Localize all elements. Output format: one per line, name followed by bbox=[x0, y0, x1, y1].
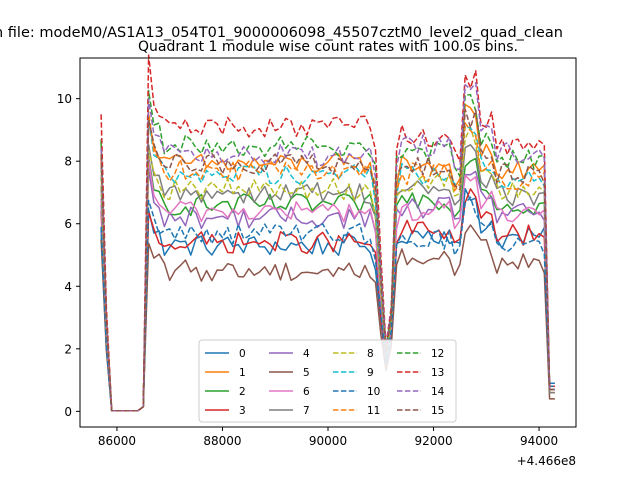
legend-label-6: 6 bbox=[303, 386, 310, 398]
series-line-0 bbox=[100, 187, 555, 412]
legend-label-15: 15 bbox=[431, 405, 444, 417]
legend-label-9: 9 bbox=[367, 367, 374, 379]
legend-box bbox=[198, 339, 457, 423]
x-tick-label: 86000 bbox=[98, 434, 136, 448]
legend-label-13: 13 bbox=[431, 367, 444, 379]
series-line-14 bbox=[100, 82, 555, 412]
x-tick-label: 88000 bbox=[203, 434, 241, 448]
legend-label-2: 2 bbox=[239, 386, 246, 398]
figure-suptitle: n file: modeM0/AS1A13_054T01_9000006098_… bbox=[0, 25, 563, 41]
series-line-10 bbox=[100, 196, 555, 412]
legend-label-1: 1 bbox=[239, 367, 246, 379]
legend-label-3: 3 bbox=[239, 405, 246, 417]
legend-label-11: 11 bbox=[367, 405, 380, 417]
y-tick-label: 4 bbox=[64, 280, 72, 294]
series-line-5 bbox=[100, 224, 555, 412]
series-line-4 bbox=[100, 168, 555, 412]
y-tick-label: 0 bbox=[64, 405, 72, 419]
x-tick-label: 90000 bbox=[309, 434, 347, 448]
series-lines bbox=[100, 54, 555, 412]
x-tick-label: 94000 bbox=[520, 434, 558, 448]
series-line-9 bbox=[100, 117, 555, 412]
legend-label-5: 5 bbox=[303, 367, 310, 379]
y-axis: 0 2 4 6 8 10 bbox=[57, 92, 80, 419]
x-axis: 86000 88000 90000 92000 94000 bbox=[98, 427, 558, 448]
x-offset-label: +4.466e8 bbox=[517, 454, 576, 468]
series-line-15 bbox=[100, 108, 555, 412]
series-line-11 bbox=[100, 110, 555, 412]
plot-area bbox=[79, 54, 577, 428]
legend-label-12: 12 bbox=[431, 348, 444, 360]
series-line-8 bbox=[100, 126, 555, 412]
series-line-3 bbox=[100, 188, 555, 412]
chart-title: Quadrant 1 module wise count rates with … bbox=[138, 39, 518, 55]
legend-label-4: 4 bbox=[303, 348, 310, 360]
legend-label-7: 7 bbox=[303, 405, 310, 417]
y-tick-label: 8 bbox=[64, 155, 72, 169]
y-tick-label: 6 bbox=[64, 217, 72, 231]
y-tick-label: 10 bbox=[57, 92, 72, 106]
x-tick-label: 92000 bbox=[414, 434, 452, 448]
legend-label-14: 14 bbox=[431, 386, 445, 398]
series-line-6 bbox=[100, 157, 555, 412]
y-tick-label: 2 bbox=[64, 342, 72, 356]
legend-label-0: 0 bbox=[239, 348, 246, 360]
series-line-13 bbox=[100, 54, 555, 412]
series-line-2 bbox=[100, 142, 555, 412]
series-line-7 bbox=[100, 143, 555, 412]
legend-label-10: 10 bbox=[367, 386, 380, 398]
legend-label-8: 8 bbox=[367, 348, 374, 360]
